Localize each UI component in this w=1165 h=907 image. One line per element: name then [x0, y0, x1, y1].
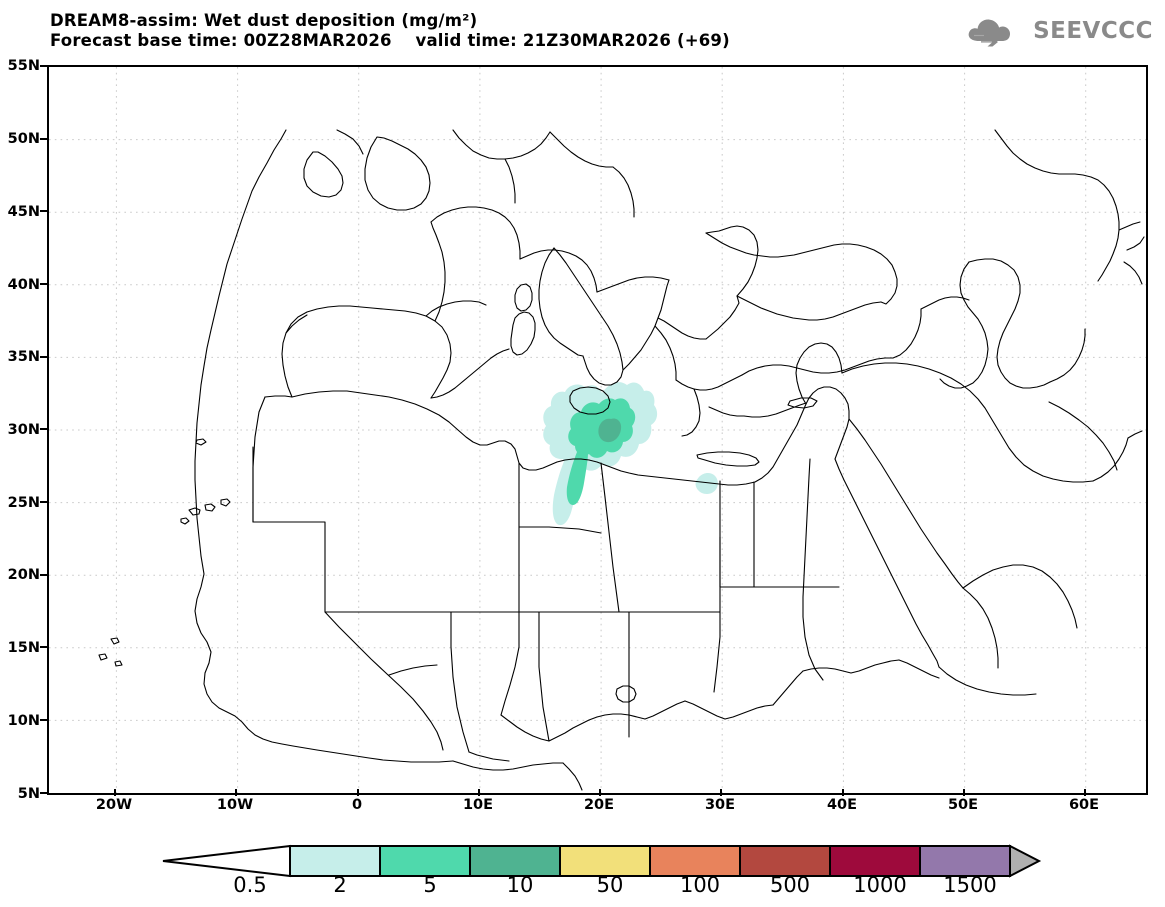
map-plot-area: [47, 65, 1148, 795]
title-block: DREAM8-assim: Wet dust deposition (mg/m²…: [50, 11, 730, 51]
colorbar-svg: [162, 844, 1042, 878]
ytick-label-45N: 45N: [7, 204, 40, 220]
logo-text: SEEVCCC: [1033, 18, 1153, 44]
colorbar: [150, 843, 1050, 879]
ytick-label-40N: 40N: [7, 277, 40, 293]
colorbar-band-10-50: [559, 845, 651, 877]
colorbar-label-0.5: 0.5: [233, 873, 267, 897]
ytick-label-30N: 30N: [7, 422, 40, 438]
colorbar-label-50: 50: [596, 873, 624, 897]
ytick-label-10N: 10N: [7, 713, 40, 729]
colorbar-label-1500: 1500: [943, 873, 997, 897]
contour-drip-2-5: [566, 452, 588, 505]
xtick-label-0: 0: [351, 797, 363, 813]
xtick-label-20W: 20W: [95, 797, 133, 813]
dust-deposition-contours: [543, 382, 718, 526]
ytick-label-20N: 20N: [7, 567, 40, 583]
xtick-label-20E: 20E: [583, 797, 615, 813]
colorbar-band-2-5: [379, 845, 471, 877]
colorbar-under-arrow: [162, 844, 291, 878]
colorbar-label-10: 10: [506, 873, 534, 897]
xtick-label-50E: 50E: [947, 797, 979, 813]
contour-band-5-10: [598, 418, 622, 443]
map-coastlines-and-borders: [98, 129, 1145, 791]
colorbar-band-0.5-2: [289, 845, 381, 877]
ytick-label-25N: 25N: [7, 495, 40, 511]
ytick-label-5N: 5N: [17, 786, 40, 802]
xtick-label-30E: 30E: [704, 797, 736, 813]
colorbar-label-2: 2: [333, 873, 347, 897]
contour-dot-nw-0.5-2: [580, 386, 590, 397]
map-canvas: [49, 67, 1146, 793]
colorbar-label-5: 5: [423, 873, 437, 897]
xtick-label-60E: 60E: [1068, 797, 1100, 813]
colorbar-over-arrow: [1009, 844, 1042, 878]
seevccc-logo: SEEVCCC: [965, 14, 1153, 48]
ytick-label-35N: 35N: [7, 349, 40, 365]
contour-patch-east-0.5-2: [695, 473, 718, 494]
colorbar-band-100-500: [739, 845, 831, 877]
ytick-label-50N: 50N: [7, 131, 40, 147]
colorbar-band-500-1000: [829, 845, 921, 877]
colorbar-band-50-100: [649, 845, 741, 877]
title-line-2: Forecast base time: 00Z28MAR2026 valid t…: [50, 31, 730, 50]
colorbar-label-100: 100: [679, 873, 721, 897]
title-line-1: DREAM8-assim: Wet dust deposition (mg/m²…: [50, 11, 478, 30]
xtick-label-10W: 10W: [216, 797, 254, 813]
colorbar-label-500: 500: [769, 873, 811, 897]
colorbar-band-1000-1500: [919, 845, 1011, 877]
colorbar-label-1000: 1000: [853, 873, 907, 897]
cloud-wind-icon: [968, 19, 1011, 47]
ytick-label-55N: 55N: [7, 58, 40, 74]
xtick-label-10E: 10E: [462, 797, 494, 813]
ytick-label-15N: 15N: [7, 640, 40, 656]
colorbar-band-5-10: [469, 845, 561, 877]
xtick-label-40E: 40E: [826, 797, 858, 813]
